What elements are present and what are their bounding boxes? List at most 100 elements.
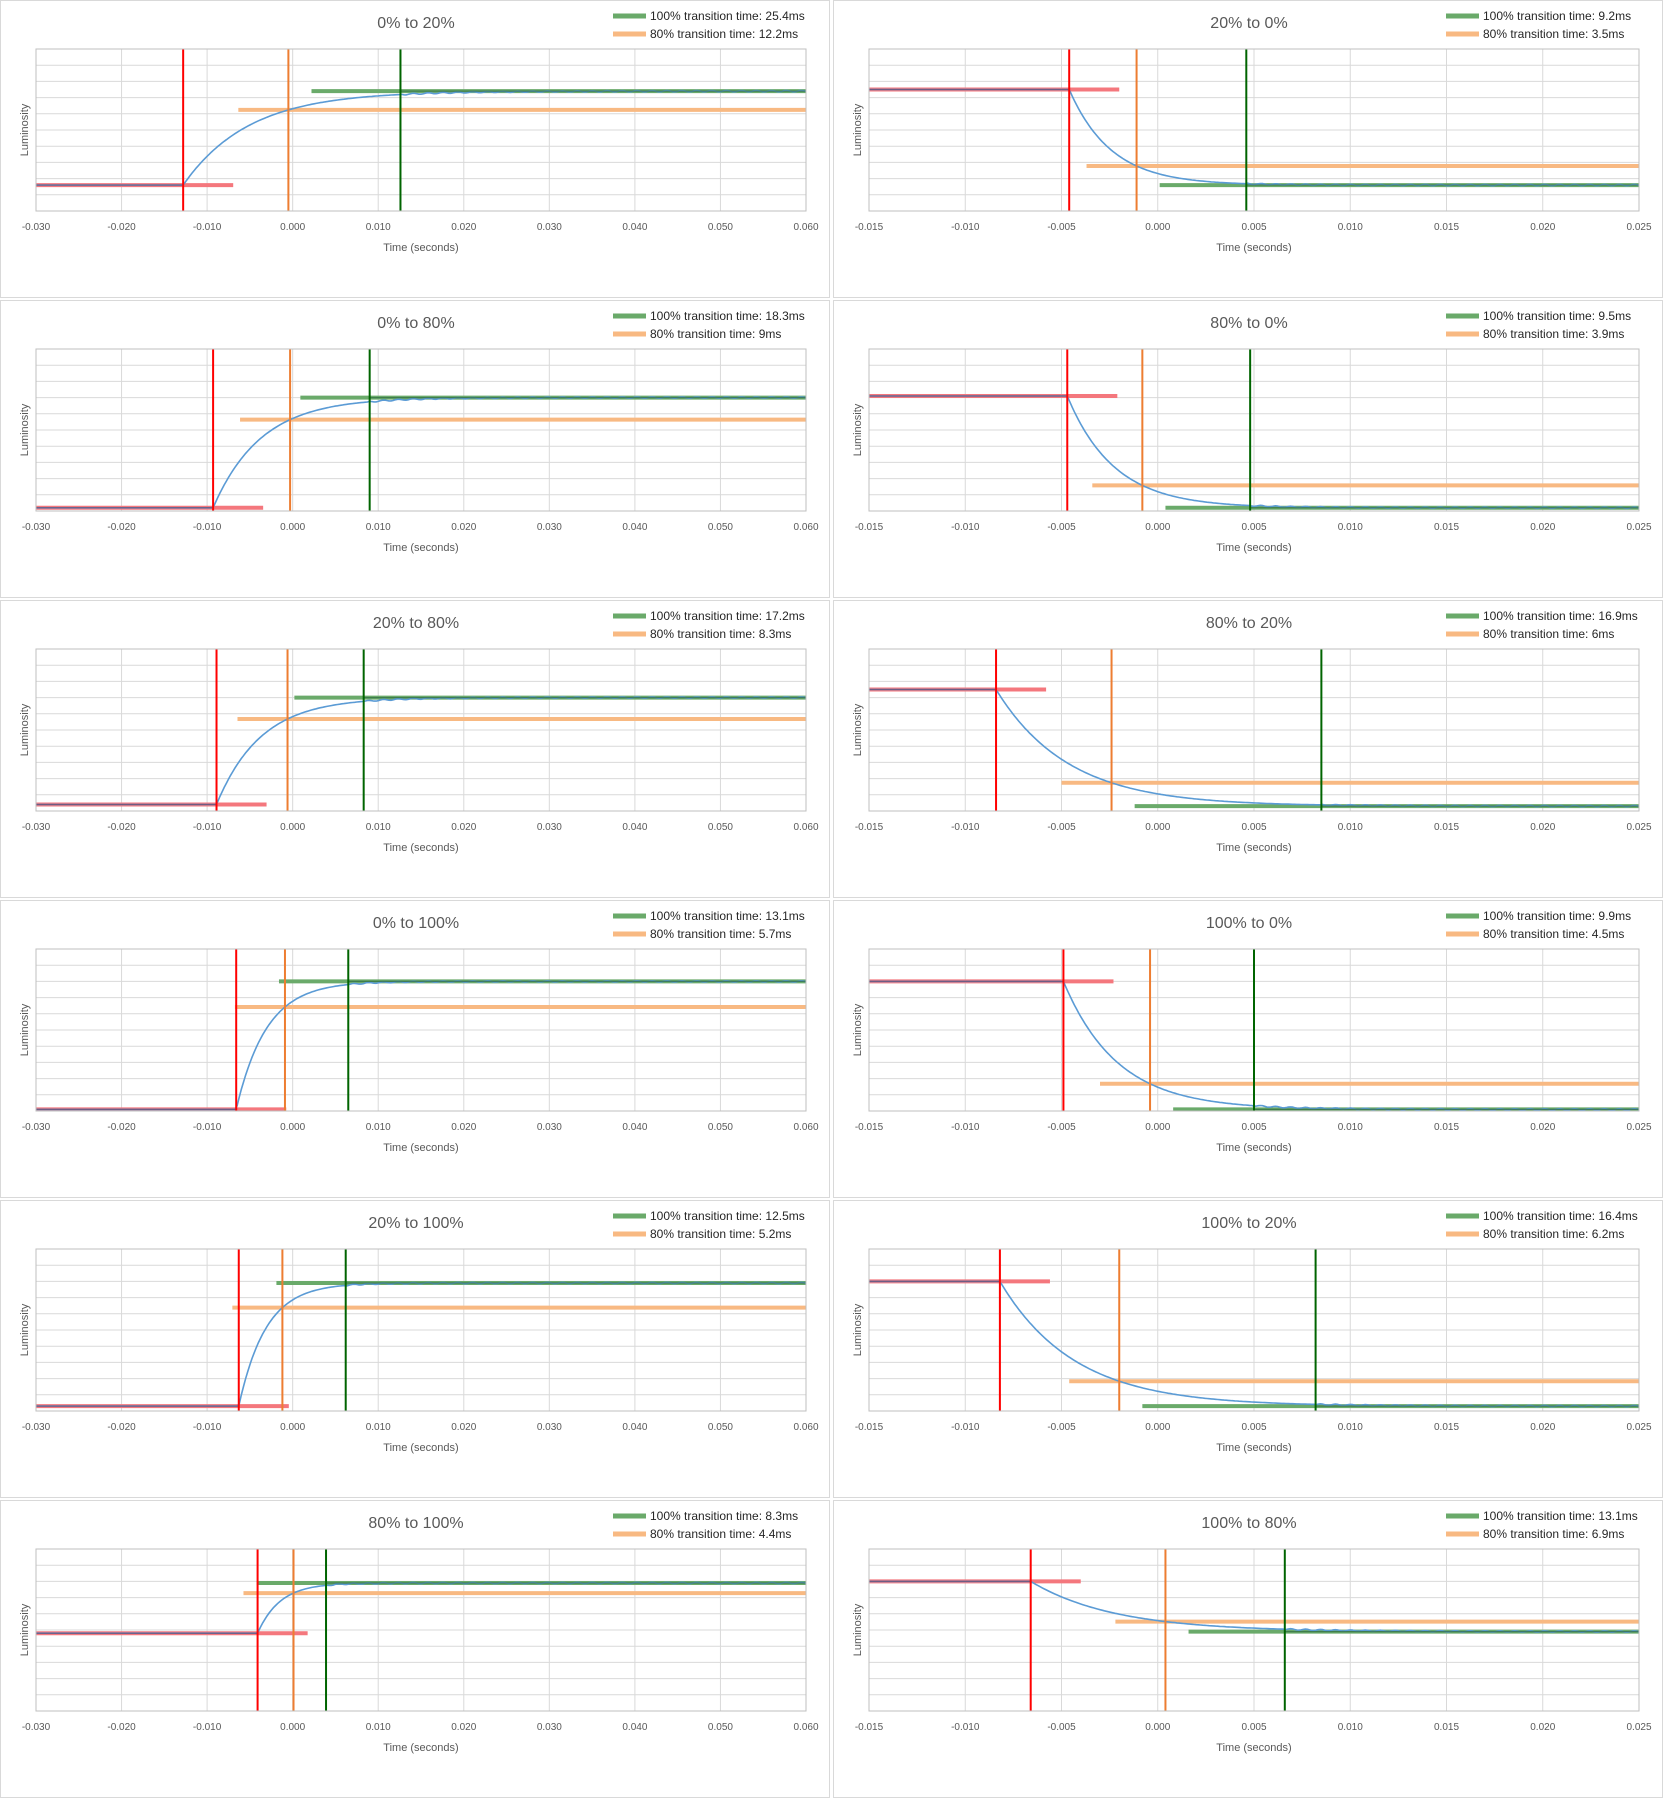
x-tick-label: -0.005: [1047, 522, 1076, 533]
chart-panel: -0.015 -0.010 -0.005 0.000 0.005 0.010 0.015 0.…: [833, 300, 1663, 598]
chart-panel: -0.015 -0.010 -0.005 0.000 0.005 0.010 0.015 0.…: [833, 1200, 1663, 1498]
x-tick-label: -0.005: [1047, 822, 1076, 833]
x-tick-label: 0.020: [1530, 822, 1555, 833]
x-tick-label: 0.020: [1530, 222, 1555, 233]
chart-svg: -0.015 -0.010 -0.005 0.000 0.005 0.010 0.015 0.…: [852, 609, 1652, 854]
x-tick-label: -0.015: [855, 822, 884, 833]
x-tick-label: 0.050: [708, 1122, 733, 1133]
x-tick-label: -0.005: [1047, 1122, 1076, 1133]
x-tick-label: 0.060: [793, 822, 818, 833]
plot-area: [868, 48, 1640, 212]
x-tick-label: -0.015: [855, 1122, 884, 1133]
x-tick-label: 0.040: [622, 222, 647, 233]
chart-panel: -0.030 -0.020 -0.010 0.000 0.010 0.020 0.030 0.…: [0, 0, 830, 298]
x-tick-label: -0.010: [193, 1122, 222, 1133]
y-axis-title: Luminosity: [852, 1303, 864, 1356]
chart-svg: -0.030 -0.020 -0.010 0.000 0.010 0.020 0.030 0.…: [19, 609, 819, 854]
x-tick-label: -0.005: [1047, 1722, 1076, 1733]
legend-entry-100: 100% transition time: 17.2ms: [650, 609, 805, 623]
x-tick-label: 0.020: [451, 522, 476, 533]
x-tick-label: 0.010: [366, 1422, 391, 1433]
y-axis-title: Luminosity: [19, 1303, 31, 1356]
luminosity-curve: [36, 1581, 807, 1634]
x-tick-label: 0.060: [793, 1422, 818, 1433]
x-tick-label: 0.050: [708, 522, 733, 533]
chart-title: 0% to 100%: [373, 915, 459, 932]
x-tick-label: -0.015: [855, 222, 884, 233]
x-tick-label: 0.010: [1338, 1422, 1363, 1433]
y-axis-title: Luminosity: [19, 1603, 31, 1656]
x-tick-label: -0.010: [951, 1722, 980, 1733]
chart-title: 20% to 100%: [368, 1215, 463, 1232]
x-tick-label: 0.000: [280, 1122, 305, 1133]
x-tick-label: 0.000: [280, 522, 305, 533]
x-axis-title: Time (seconds): [1216, 1742, 1291, 1754]
plot-area: [35, 348, 807, 512]
y-axis-title: Luminosity: [852, 403, 864, 456]
x-tick-label: 0.020: [451, 822, 476, 833]
x-tick-label: 0.030: [537, 1422, 562, 1433]
legend-entry-80: 80% transition time: 3.5ms: [1483, 27, 1624, 41]
chart-title: 80% to 20%: [1206, 615, 1292, 632]
x-tick-label: 0.015: [1434, 522, 1459, 533]
x-tick-label: 0.020: [451, 222, 476, 233]
x-axis-title: Time (seconds): [383, 242, 458, 254]
x-tick-label: 0.005: [1241, 1422, 1266, 1433]
x-tick-label: -0.010: [193, 522, 222, 533]
x-tick-label: 0.000: [1145, 522, 1170, 533]
x-tick-label: 0.040: [622, 1122, 647, 1133]
y-axis-title: Luminosity: [852, 1003, 864, 1056]
x-tick-label: 0.010: [1338, 822, 1363, 833]
x-axis-title: Time (seconds): [383, 1442, 458, 1454]
x-tick-label: 0.005: [1241, 1722, 1266, 1733]
x-tick-label: 0.025: [1626, 1722, 1651, 1733]
x-tick-label: -0.020: [107, 1722, 136, 1733]
plot-area: [868, 1248, 1640, 1412]
x-tick-label: 0.000: [1145, 822, 1170, 833]
x-tick-label: -0.030: [22, 222, 51, 233]
x-tick-label: 0.040: [622, 522, 647, 533]
x-tick-label: 0.005: [1241, 222, 1266, 233]
x-tick-label: 0.020: [1530, 1122, 1555, 1133]
x-tick-label: 0.040: [622, 1722, 647, 1733]
x-tick-label: 0.020: [451, 1422, 476, 1433]
chart-panel: -0.030 -0.020 -0.010 0.000 0.010 0.020 0.030 0.…: [0, 1200, 830, 1498]
x-tick-label: -0.030: [22, 522, 51, 533]
x-tick-label: 0.010: [366, 822, 391, 833]
legend-entry-80: 80% transition time: 5.2ms: [650, 1227, 791, 1241]
plot-area: [35, 1548, 807, 1712]
legend-entry-100: 100% transition time: 13.1ms: [650, 909, 805, 923]
x-tick-label: 0.000: [280, 222, 305, 233]
x-tick-label: -0.020: [107, 822, 136, 833]
x-tick-label: -0.015: [855, 1422, 884, 1433]
x-tick-label: -0.010: [193, 222, 222, 233]
x-tick-label: -0.030: [22, 822, 51, 833]
x-tick-label: 0.030: [537, 522, 562, 533]
x-tick-label: 0.025: [1626, 522, 1651, 533]
x-tick-label: 0.050: [708, 822, 733, 833]
x-tick-label: 0.020: [1530, 1422, 1555, 1433]
chart-panel: -0.030 -0.020 -0.010 0.000 0.010 0.020 0.030 0.…: [0, 900, 830, 1198]
x-axis-title: Time (seconds): [383, 842, 458, 854]
x-axis-title: Time (seconds): [1216, 1142, 1291, 1154]
y-axis-title: Luminosity: [19, 1003, 31, 1056]
x-axis-title: Time (seconds): [383, 1142, 458, 1154]
chart-title: 80% to 100%: [368, 1515, 463, 1532]
x-tick-label: 0.010: [1338, 1122, 1363, 1133]
x-tick-label: -0.015: [855, 1722, 884, 1733]
x-tick-label: -0.030: [22, 1122, 51, 1133]
x-tick-label: 0.025: [1626, 822, 1651, 833]
x-axis-title: Time (seconds): [383, 542, 458, 554]
x-tick-label: -0.020: [107, 1422, 136, 1433]
x-tick-label: 0.020: [1530, 522, 1555, 533]
plot-area: [868, 348, 1640, 512]
legend-entry-80: 80% transition time: 4.5ms: [1483, 927, 1624, 941]
x-tick-label: 0.010: [366, 522, 391, 533]
y-axis-title: Luminosity: [852, 1603, 864, 1656]
plot-area: [35, 1248, 807, 1412]
x-tick-label: 0.010: [1338, 1722, 1363, 1733]
x-tick-label: 0.010: [1338, 222, 1363, 233]
chart-svg: -0.015 -0.010 -0.005 0.000 0.005 0.010 0.015 0.…: [852, 1509, 1652, 1754]
y-axis-title: Luminosity: [19, 403, 31, 456]
